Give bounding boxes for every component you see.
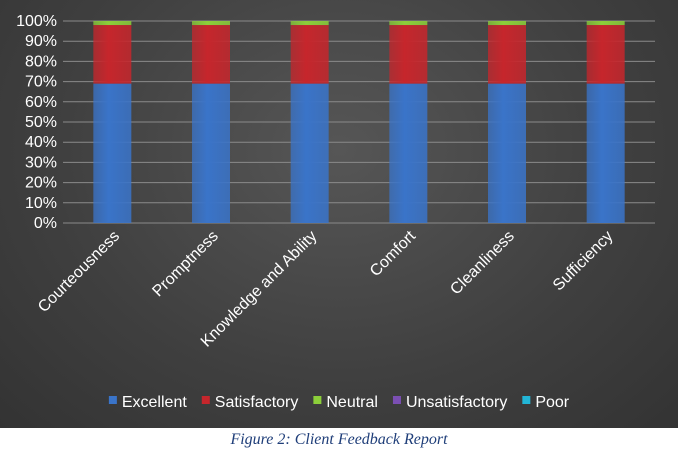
x-tick-label: Comfort xyxy=(367,227,420,280)
bar-segment-neutral xyxy=(586,21,625,26)
x-tick-label: Sufficiency xyxy=(550,228,617,295)
bar-segment-neutral xyxy=(488,21,526,26)
bar-segment-excellent xyxy=(192,83,230,224)
y-tick-label: 20% xyxy=(25,175,57,192)
legend-swatch xyxy=(313,396,322,404)
y-tick-label: 40% xyxy=(25,134,57,151)
legend-label: Unsatisfactory xyxy=(406,394,507,411)
y-tick-label: 100% xyxy=(16,13,57,30)
y-tick-label: 90% xyxy=(25,33,57,50)
stacked-bar-chart: 0% 10% 20% 30% 40% 50% 60% 70% 80% 90% 100% Courteo… xyxy=(16,13,655,411)
bar-segment-excellent xyxy=(93,83,132,224)
bar-segment-satisfactory xyxy=(586,25,625,84)
bar-segment-excellent xyxy=(290,83,329,224)
x-tick-label: Courteousness xyxy=(35,228,123,316)
legend-swatch xyxy=(108,396,117,404)
bar-segment-neutral xyxy=(389,21,428,26)
y-tick-label: 60% xyxy=(25,94,57,111)
y-tick-label: 0% xyxy=(34,215,57,232)
bar-segment-excellent xyxy=(586,83,625,224)
y-tick-label: 10% xyxy=(25,195,57,212)
bar-segment-satisfactory xyxy=(93,25,132,84)
bar-segment-satisfactory xyxy=(488,25,526,84)
bar-segment-satisfactory xyxy=(290,25,329,84)
bar-segment-neutral xyxy=(93,21,132,26)
legend-swatch xyxy=(522,396,531,404)
legend-swatch xyxy=(201,396,210,404)
legend-swatch xyxy=(392,396,401,404)
bar-segment-neutral xyxy=(290,21,329,26)
x-tick-label: Cleanliness xyxy=(447,228,518,299)
x-tick-label: Promptness xyxy=(149,228,221,300)
y-tick-label: 80% xyxy=(25,53,57,70)
y-tick-label: 70% xyxy=(25,74,57,91)
bar-segment-excellent xyxy=(488,83,526,224)
bar-segment-satisfactory xyxy=(389,25,428,84)
y-tick-label: 50% xyxy=(25,114,57,131)
legend-label: Neutral xyxy=(326,394,378,411)
legend-label: Excellent xyxy=(122,394,187,411)
bar-segment-neutral xyxy=(192,21,230,26)
y-tick-label: 30% xyxy=(25,154,57,171)
figure-caption: Figure 2: Client Feedback Report xyxy=(230,431,448,448)
legend-label: Poor xyxy=(535,394,569,411)
chart-area: 0% 10% 20% 30% 40% 50% 60% 70% 80% 90% 100% Courteo… xyxy=(0,0,678,428)
bar-segment-satisfactory xyxy=(192,25,230,84)
x-tick-label: Knowledge and Ability xyxy=(198,228,321,351)
legend-label: Satisfactory xyxy=(215,394,299,411)
bar-segment-excellent xyxy=(389,83,428,224)
